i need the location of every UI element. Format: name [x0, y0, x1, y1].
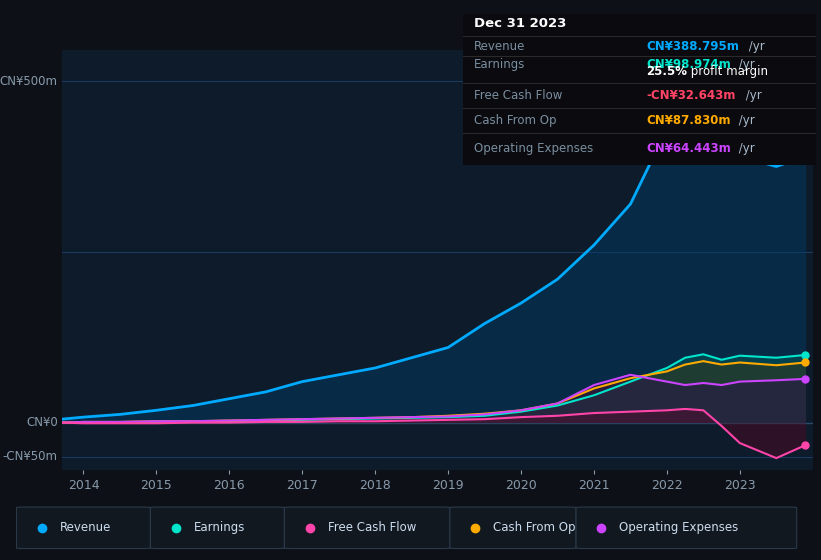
Text: -CN¥32.643m: -CN¥32.643m	[647, 90, 736, 102]
Text: CN¥98.974m: CN¥98.974m	[647, 58, 732, 71]
FancyBboxPatch shape	[450, 507, 576, 549]
Text: /yr: /yr	[735, 114, 754, 127]
FancyBboxPatch shape	[150, 507, 284, 549]
FancyBboxPatch shape	[16, 507, 150, 549]
Text: CN¥500m: CN¥500m	[0, 74, 57, 87]
Text: CN¥388.795m: CN¥388.795m	[647, 40, 740, 53]
Text: 25.5%: 25.5%	[647, 65, 688, 78]
Text: /yr: /yr	[735, 142, 754, 155]
Text: Operating Expenses: Operating Expenses	[619, 521, 739, 534]
Text: Free Cash Flow: Free Cash Flow	[474, 90, 562, 102]
Text: Cash From Op: Cash From Op	[493, 521, 576, 534]
Text: Free Cash Flow: Free Cash Flow	[328, 521, 416, 534]
Text: Dec 31 2023: Dec 31 2023	[474, 17, 566, 30]
Text: CN¥64.443m: CN¥64.443m	[647, 142, 732, 155]
Text: Cash From Op: Cash From Op	[474, 114, 556, 127]
Text: Operating Expenses: Operating Expenses	[474, 142, 593, 155]
Text: /yr: /yr	[735, 58, 754, 71]
Text: /yr: /yr	[742, 90, 762, 102]
FancyBboxPatch shape	[576, 507, 796, 549]
Text: -CN¥50m: -CN¥50m	[2, 450, 57, 463]
Text: Earnings: Earnings	[194, 521, 245, 534]
Text: CN¥0: CN¥0	[26, 416, 57, 429]
Text: /yr: /yr	[745, 40, 765, 53]
Text: Revenue: Revenue	[474, 40, 525, 53]
FancyBboxPatch shape	[284, 507, 450, 549]
Text: CN¥87.830m: CN¥87.830m	[647, 114, 732, 127]
Text: Earnings: Earnings	[474, 58, 525, 71]
Text: Revenue: Revenue	[60, 521, 111, 534]
Text: profit margin: profit margin	[687, 65, 768, 78]
